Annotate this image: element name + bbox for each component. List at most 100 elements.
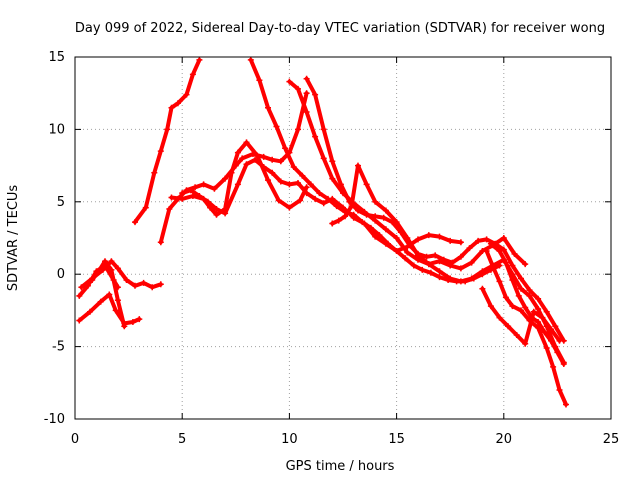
data-point-marker: [260, 164, 267, 170]
data-point-marker: [239, 155, 246, 162]
data-point-marker: [269, 156, 276, 163]
data-point-marker: [513, 332, 520, 338]
data-point-marker: [436, 268, 443, 275]
data-point-marker: [295, 126, 301, 133]
data-point-marker: [286, 78, 293, 85]
data-point-marker: [419, 266, 426, 273]
data-point-marker: [222, 175, 229, 182]
data-point-marker: [509, 277, 516, 283]
data-point-marker: [535, 319, 542, 325]
data-point-marker: [543, 345, 550, 351]
x-tick-label: 20: [496, 432, 513, 447]
data-point-marker: [76, 317, 83, 324]
y-tick-label: 15: [48, 50, 65, 65]
data-point-marker: [367, 224, 374, 231]
data-point-marker: [234, 149, 241, 156]
data-point-marker: [200, 181, 207, 188]
data-point-marker: [440, 256, 447, 263]
data-point-marker: [402, 255, 409, 262]
data-point-marker: [213, 206, 220, 212]
y-tick-label: 5: [57, 195, 65, 210]
series-track-k: [303, 75, 567, 344]
data-point-marker: [269, 169, 276, 176]
data-point-marker: [457, 278, 464, 285]
data-point-marker: [447, 275, 454, 282]
y-tick-label: -10: [44, 412, 65, 427]
x-axis-label: GPS time / hours: [286, 459, 395, 474]
data-point-marker: [114, 265, 121, 272]
data-point-marker: [556, 337, 563, 344]
data-point-marker: [273, 123, 280, 130]
data-point-marker: [174, 100, 181, 107]
data-point-marker: [89, 277, 96, 283]
data-point-marker: [526, 292, 533, 299]
data-point-marker: [168, 194, 175, 201]
data-point-marker: [393, 235, 400, 241]
data-point-marker: [265, 104, 271, 111]
data-point-marker: [286, 204, 293, 211]
data-point-marker: [479, 268, 486, 275]
series-line: [287, 79, 528, 271]
data-point-marker: [554, 349, 561, 356]
data-point-marker: [243, 161, 250, 168]
data-point-marker: [548, 326, 554, 333]
data-point-marker: [168, 104, 175, 111]
data-point-marker: [303, 184, 310, 191]
data-point-marker: [490, 264, 497, 270]
data-point-marker: [380, 214, 387, 221]
data-point-marker: [515, 292, 522, 299]
data-point-marker: [312, 195, 319, 202]
chart-title: Day 099 of 2022, Sidereal Day-to-day VTE…: [75, 21, 605, 36]
data-point-marker: [247, 56, 254, 63]
data-point-marker: [560, 361, 567, 367]
series-line: [488, 241, 566, 366]
y-tick-label: 0: [57, 267, 65, 282]
data-point-marker: [518, 307, 524, 314]
data-point-marker: [149, 284, 156, 291]
data-point-marker: [196, 56, 203, 63]
series-track-m: [487, 240, 567, 367]
data-point-marker: [76, 292, 83, 299]
data-point-marker: [548, 337, 554, 344]
data-point-marker: [427, 269, 434, 276]
data-point-marker: [447, 237, 454, 244]
y-tick-label: 10: [48, 122, 65, 137]
data-point-marker: [432, 252, 439, 259]
data-point-marker: [329, 175, 336, 182]
data-point-marker: [157, 148, 164, 155]
data-point-marker: [228, 169, 235, 176]
data-point-marker: [425, 261, 432, 268]
data-point-marker: [102, 258, 108, 265]
data-point-marker: [303, 190, 310, 197]
data-point-marker: [260, 153, 267, 160]
data-point-marker: [522, 304, 529, 311]
data-point-marker: [337, 181, 344, 188]
data-point-marker: [372, 213, 379, 220]
data-point-marker: [303, 109, 310, 115]
series-line: [480, 286, 562, 346]
data-point-marker: [254, 152, 261, 159]
data-point-marker: [320, 155, 327, 162]
y-tick-label: -5: [52, 340, 65, 355]
data-point-marker: [132, 282, 138, 289]
plot-frame: [74, 56, 612, 420]
data-point-marker: [97, 298, 104, 305]
series-track-o: [479, 285, 563, 347]
data-point-marker: [410, 262, 417, 269]
data-point-marker: [535, 324, 542, 331]
data-point-marker: [543, 308, 550, 315]
data-point-marker: [189, 71, 196, 78]
data-point-marker: [329, 158, 336, 165]
data-point-marker: [552, 323, 559, 330]
data-point-marker: [436, 233, 443, 240]
data-point-marker: [196, 193, 203, 199]
data-point-marker: [312, 91, 319, 98]
data-point-marker: [78, 284, 85, 291]
data-point-marker: [541, 329, 548, 336]
data-point-marker: [487, 303, 494, 310]
data-point-marker: [183, 91, 190, 98]
data-point-marker: [502, 294, 509, 301]
data-point-marker: [509, 303, 516, 310]
x-tick-label: 15: [388, 432, 405, 447]
data-point-marker: [320, 200, 327, 207]
